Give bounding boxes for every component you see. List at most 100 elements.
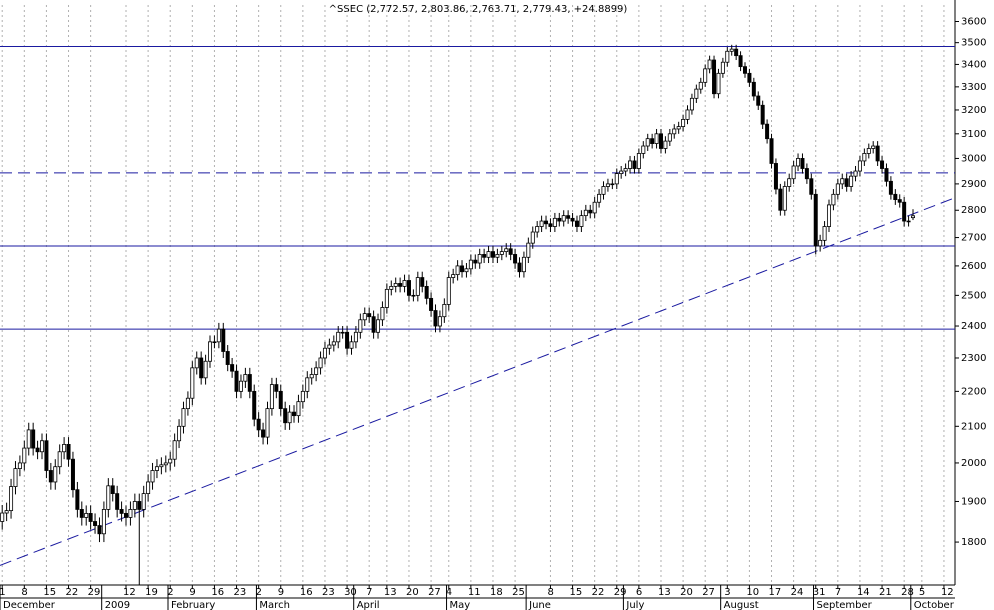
candle-body: [694, 88, 699, 99]
candle-body: [566, 215, 571, 219]
x-tick-label: 3: [724, 587, 730, 598]
candle-body: [623, 168, 628, 172]
x-tick-label: 29: [614, 587, 627, 598]
candle-body: [345, 331, 350, 349]
y-tick-label: 2200: [961, 386, 986, 397]
candle-body: [857, 160, 862, 172]
candle-body: [62, 444, 67, 453]
candle-body: [707, 59, 712, 70]
candle-body: [203, 360, 208, 379]
candle-body: [274, 384, 279, 392]
candle-body: [526, 242, 531, 258]
candle-body: [804, 168, 809, 180]
candle-body: [376, 319, 381, 333]
candle-body: [765, 123, 770, 140]
candle-body: [305, 377, 310, 392]
y-tick-label: 3000: [961, 153, 986, 164]
x-tick-label: 22: [66, 587, 79, 598]
candle-body: [159, 464, 164, 468]
x-tick-label: 12: [941, 587, 954, 598]
candle-body: [676, 126, 681, 130]
candle-body: [875, 145, 880, 162]
candle-body: [650, 138, 655, 144]
candle-body: [698, 81, 703, 90]
candle-body: [331, 341, 336, 346]
y-tick-label: 3200: [961, 105, 986, 116]
x-tick-label: 30: [344, 587, 357, 598]
month-label: December: [3, 600, 56, 610]
y-tick-label: 2700: [961, 233, 986, 244]
x-tick-label: 16: [211, 587, 224, 598]
x-tick-label: 19: [145, 587, 158, 598]
candle-body: [322, 347, 327, 359]
candle-body: [592, 201, 597, 214]
candle-body: [809, 178, 814, 195]
candle-body: [154, 466, 159, 471]
candle-body: [548, 223, 553, 227]
candle-body: [141, 493, 146, 510]
candle-body: [738, 55, 743, 68]
candle-body: [849, 175, 854, 187]
candle-body: [747, 72, 752, 83]
candle-body: [645, 138, 650, 147]
candle-body: [446, 277, 451, 305]
candle-body: [667, 133, 672, 142]
x-tick-label: 10: [746, 587, 759, 598]
x-tick-label: 17: [769, 587, 782, 598]
candle-body: [314, 367, 319, 375]
x-tick-label: 20: [406, 587, 419, 598]
month-label: March: [259, 600, 289, 610]
x-tick-label: 8: [547, 587, 553, 598]
candle-body: [628, 160, 633, 169]
candle-body: [632, 160, 637, 169]
candle-body: [283, 408, 288, 424]
candle-body: [367, 313, 372, 318]
candle-body: [128, 509, 133, 518]
candle-body: [672, 128, 677, 135]
candle-body: [4, 510, 9, 514]
candle-body: [853, 170, 858, 177]
candle-body: [840, 178, 845, 185]
month-label: June: [528, 600, 551, 610]
candle-body: [468, 259, 473, 270]
candle-body: [658, 133, 663, 149]
y-tick-label: 3100: [961, 129, 986, 140]
month-label: May: [450, 600, 471, 610]
candle-body: [490, 251, 495, 258]
y-tick-label: 1900: [961, 496, 986, 507]
candle-body: [212, 341, 217, 344]
candle-body: [150, 470, 155, 483]
candle-body: [26, 429, 31, 449]
y-tick-label: 2900: [961, 179, 986, 190]
candle-body: [353, 331, 358, 343]
candle-body: [800, 158, 805, 169]
candle-body: [862, 153, 867, 162]
candle-body: [535, 226, 540, 233]
candle-body: [31, 429, 36, 449]
candle-body: [508, 248, 513, 255]
candle-body: [362, 313, 367, 321]
candle-body: [17, 462, 22, 469]
candle-body: [70, 458, 75, 491]
candle-body: [486, 251, 491, 258]
x-tick-label: 7: [835, 587, 841, 598]
candle-body: [703, 68, 708, 83]
candle-body: [716, 72, 721, 95]
candle-body: [464, 268, 469, 273]
candle-body: [822, 226, 827, 241]
candle-body: [53, 466, 58, 483]
candle-body: [897, 199, 902, 203]
candle-body: [57, 451, 62, 468]
candle-body: [756, 95, 761, 106]
x-tick-label: 6: [636, 587, 642, 598]
y-tick-label: 2500: [961, 290, 986, 301]
candle-body: [663, 140, 668, 149]
candle-body: [557, 217, 562, 222]
candle-body: [101, 509, 106, 535]
candle-body: [712, 59, 717, 95]
y-tick-label: 2100: [961, 421, 986, 432]
candle-body: [654, 133, 659, 144]
candle-body: [539, 220, 544, 227]
candle-body: [893, 193, 898, 200]
